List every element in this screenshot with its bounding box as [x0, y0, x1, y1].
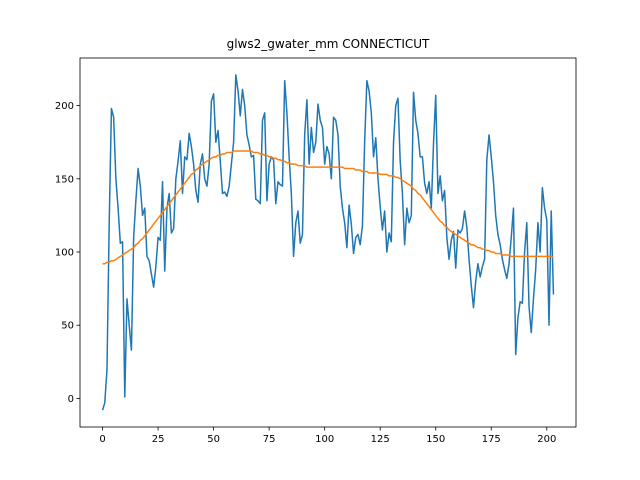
series-line	[101, 74, 555, 411]
x-tick-label: 125	[371, 434, 390, 445]
y-tick-label: 0	[68, 394, 74, 405]
x-tick-label: 50	[207, 434, 220, 445]
x-tick-label: 150	[426, 434, 445, 445]
y-tick-label: 50	[61, 321, 74, 332]
x-tick-label: 0	[99, 434, 105, 445]
plot-frame	[79, 57, 577, 428]
x-tick-label: 200	[537, 434, 556, 445]
y-tick-label: 150	[55, 174, 74, 185]
y-tick-label: 100	[55, 248, 74, 259]
series-line	[102, 150, 554, 265]
x-tick-label: 25	[152, 434, 165, 445]
x-tick-label: 75	[263, 434, 276, 445]
chart-title: glws2_gwater_mm CONNECTICUT	[227, 37, 430, 51]
x-tick-label: 100	[315, 434, 334, 445]
y-tick-label: 200	[55, 101, 74, 112]
x-tick-label: 175	[482, 434, 501, 445]
